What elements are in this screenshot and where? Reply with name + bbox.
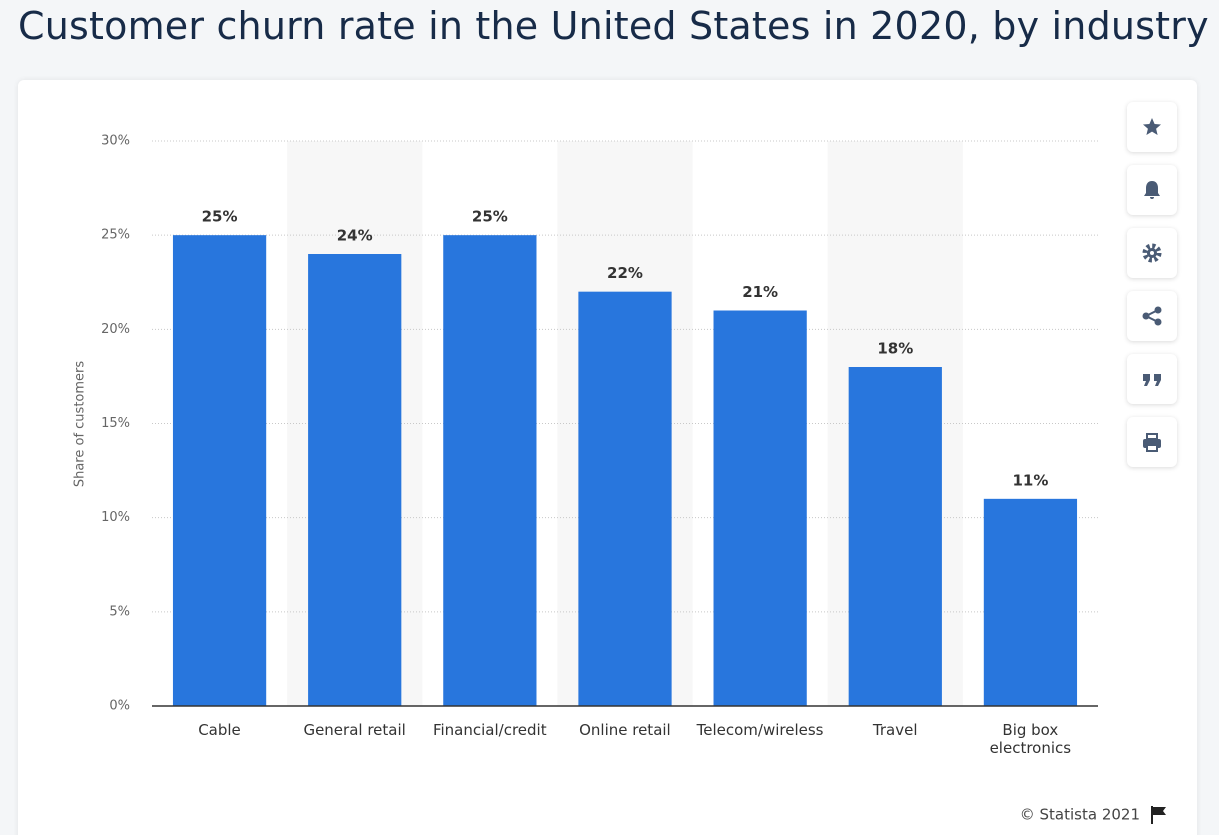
value-label: 21%	[742, 283, 778, 301]
y-tick-label: 15%	[101, 416, 130, 431]
y-tick-label: 30%	[101, 134, 130, 149]
bar	[578, 291, 672, 706]
y-tick-label: 10%	[101, 510, 130, 525]
bar	[443, 235, 537, 706]
chart-title: Customer churn rate in the United States…	[18, 4, 1209, 48]
flag-icon	[1151, 806, 1166, 824]
bar	[713, 310, 807, 706]
x-tick-label: Travel	[872, 721, 918, 739]
value-label: 25%	[202, 208, 238, 226]
bar	[308, 254, 402, 706]
value-label: 24%	[337, 227, 373, 245]
y-axis-title: Share of customers	[73, 361, 88, 488]
y-tick-label: 0%	[109, 699, 130, 714]
value-label: 22%	[607, 264, 643, 282]
share-button[interactable]	[1127, 291, 1177, 341]
y-tick-label: 5%	[109, 604, 130, 619]
bar	[983, 498, 1078, 706]
bar	[848, 367, 942, 706]
x-tick-label: Big box electronics	[989, 721, 1072, 757]
favorite-button[interactable]	[1127, 102, 1177, 152]
credit: © Statista 2021	[1020, 806, 1140, 824]
value-label: 25%	[472, 208, 508, 226]
y-tick-label: 25%	[101, 228, 130, 243]
value-label: 18%	[877, 340, 913, 358]
x-tick-label: Cable	[198, 721, 241, 739]
print-button[interactable]	[1127, 417, 1177, 467]
settings-button[interactable]	[1127, 228, 1177, 278]
y-tick-label: 20%	[101, 322, 130, 337]
x-tick-label: Telecom/wireless	[696, 721, 824, 739]
x-tick-label: Financial/credit	[432, 721, 547, 739]
x-tick-label: General retail	[303, 721, 406, 739]
bar	[172, 235, 267, 706]
notification-button[interactable]	[1127, 165, 1177, 215]
value-label: 11%	[1012, 471, 1048, 489]
cite-button[interactable]	[1127, 354, 1177, 404]
x-tick-label: Online retail	[579, 721, 671, 739]
